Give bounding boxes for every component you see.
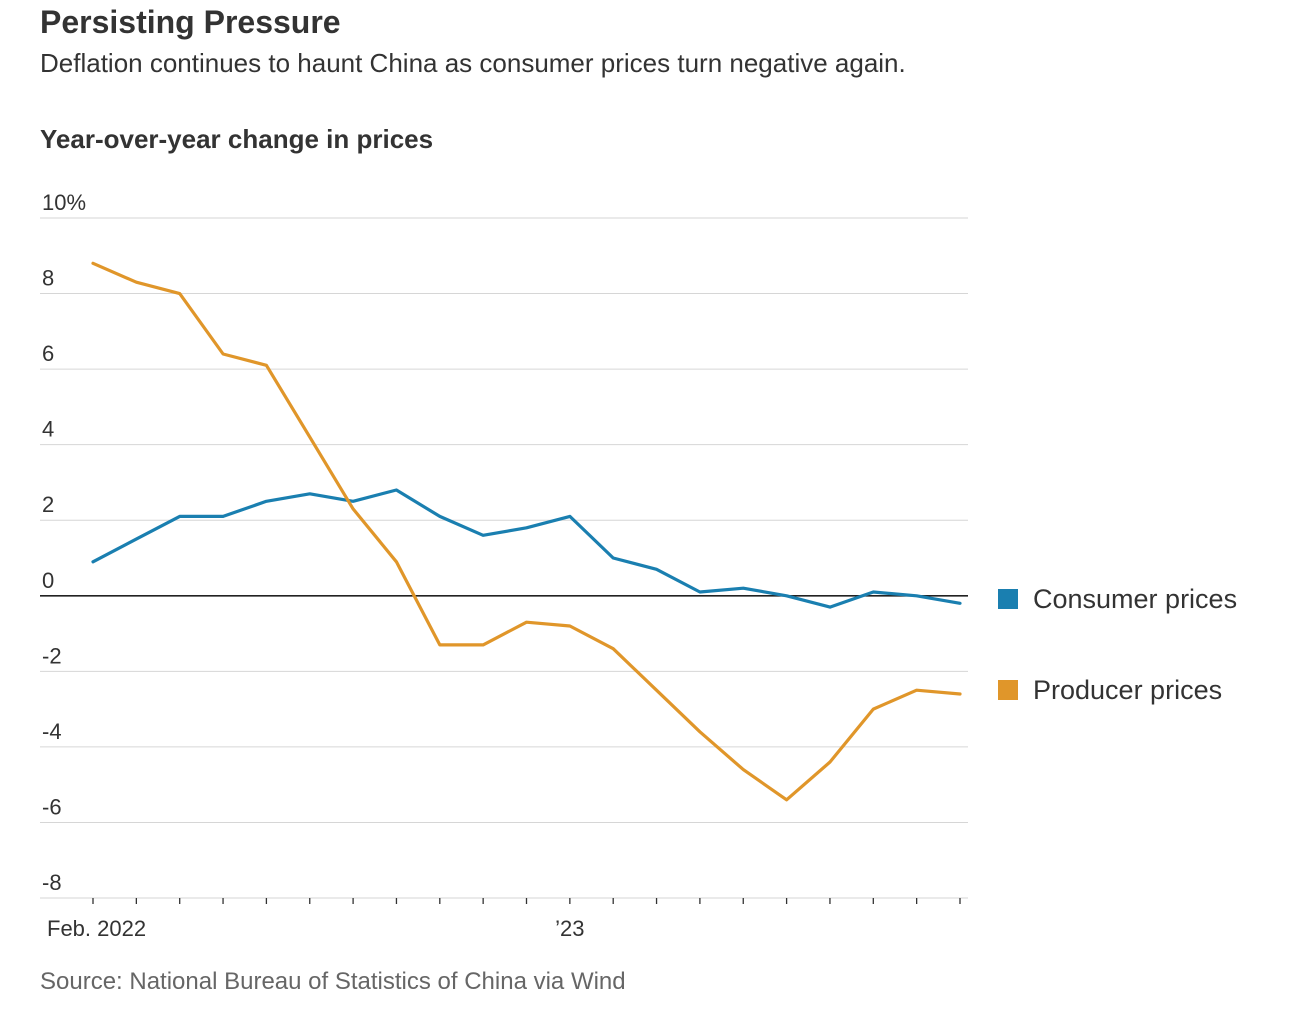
- x-axis: Feb. 2022 ’23: [47, 898, 961, 941]
- chart-label: Year-over-year change in prices: [40, 124, 434, 154]
- x-tick-label: ’23: [555, 916, 584, 941]
- legend-label: Producer prices: [1033, 675, 1222, 705]
- y-tick-label: 6: [42, 341, 54, 366]
- series-layer: [91, 261, 962, 802]
- chart-subtitle: Deflation continues to haunt China as co…: [40, 48, 906, 78]
- y-tick-label: -8: [42, 870, 62, 895]
- source-note: Source: National Bureau of Statistics of…: [40, 968, 626, 995]
- series-line-producer-prices: [91, 261, 962, 802]
- y-axis-labels: 10% 8 6 4 2 0 -2 -4 -6 -8: [42, 190, 86, 895]
- x-tick-label: Feb. 2022: [47, 916, 146, 941]
- y-tick-label: -2: [42, 643, 62, 668]
- y-tick-label: 0: [42, 568, 54, 593]
- legend: Consumer prices Producer prices: [998, 584, 1237, 705]
- series-line-consumer-prices: [91, 488, 962, 609]
- y-tick-label: 8: [42, 266, 54, 291]
- y-tick-label: 2: [42, 492, 54, 517]
- grid-layer: [40, 217, 968, 899]
- y-tick-label: 4: [42, 417, 54, 442]
- legend-swatch: [998, 680, 1018, 700]
- y-tick-label: -6: [42, 794, 62, 819]
- y-tick-label: -4: [42, 719, 62, 744]
- y-tick-label: 10%: [42, 190, 86, 215]
- legend-label: Consumer prices: [1033, 584, 1237, 614]
- chart-title: Persisting Pressure: [40, 4, 341, 40]
- legend-swatch: [998, 589, 1018, 609]
